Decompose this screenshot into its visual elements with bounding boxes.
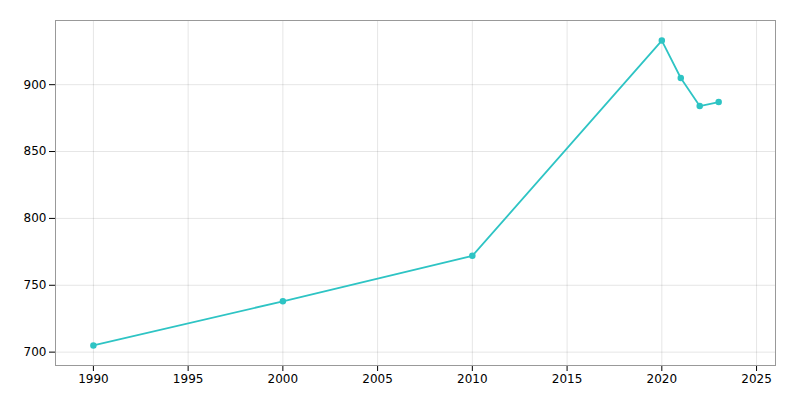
svg-text:750: 750 [24, 278, 47, 292]
svg-text:2015: 2015 [552, 372, 583, 386]
svg-text:900: 900 [24, 78, 47, 92]
svg-text:2025: 2025 [741, 372, 772, 386]
svg-text:700: 700 [24, 345, 47, 359]
svg-text:1995: 1995 [173, 372, 204, 386]
svg-text:2020: 2020 [647, 372, 678, 386]
svg-text:1990: 1990 [78, 372, 109, 386]
svg-text:2005: 2005 [362, 372, 393, 386]
svg-text:850: 850 [24, 144, 47, 158]
svg-text:2010: 2010 [457, 372, 488, 386]
svg-text:2000: 2000 [268, 372, 299, 386]
svg-text:800: 800 [24, 211, 47, 225]
